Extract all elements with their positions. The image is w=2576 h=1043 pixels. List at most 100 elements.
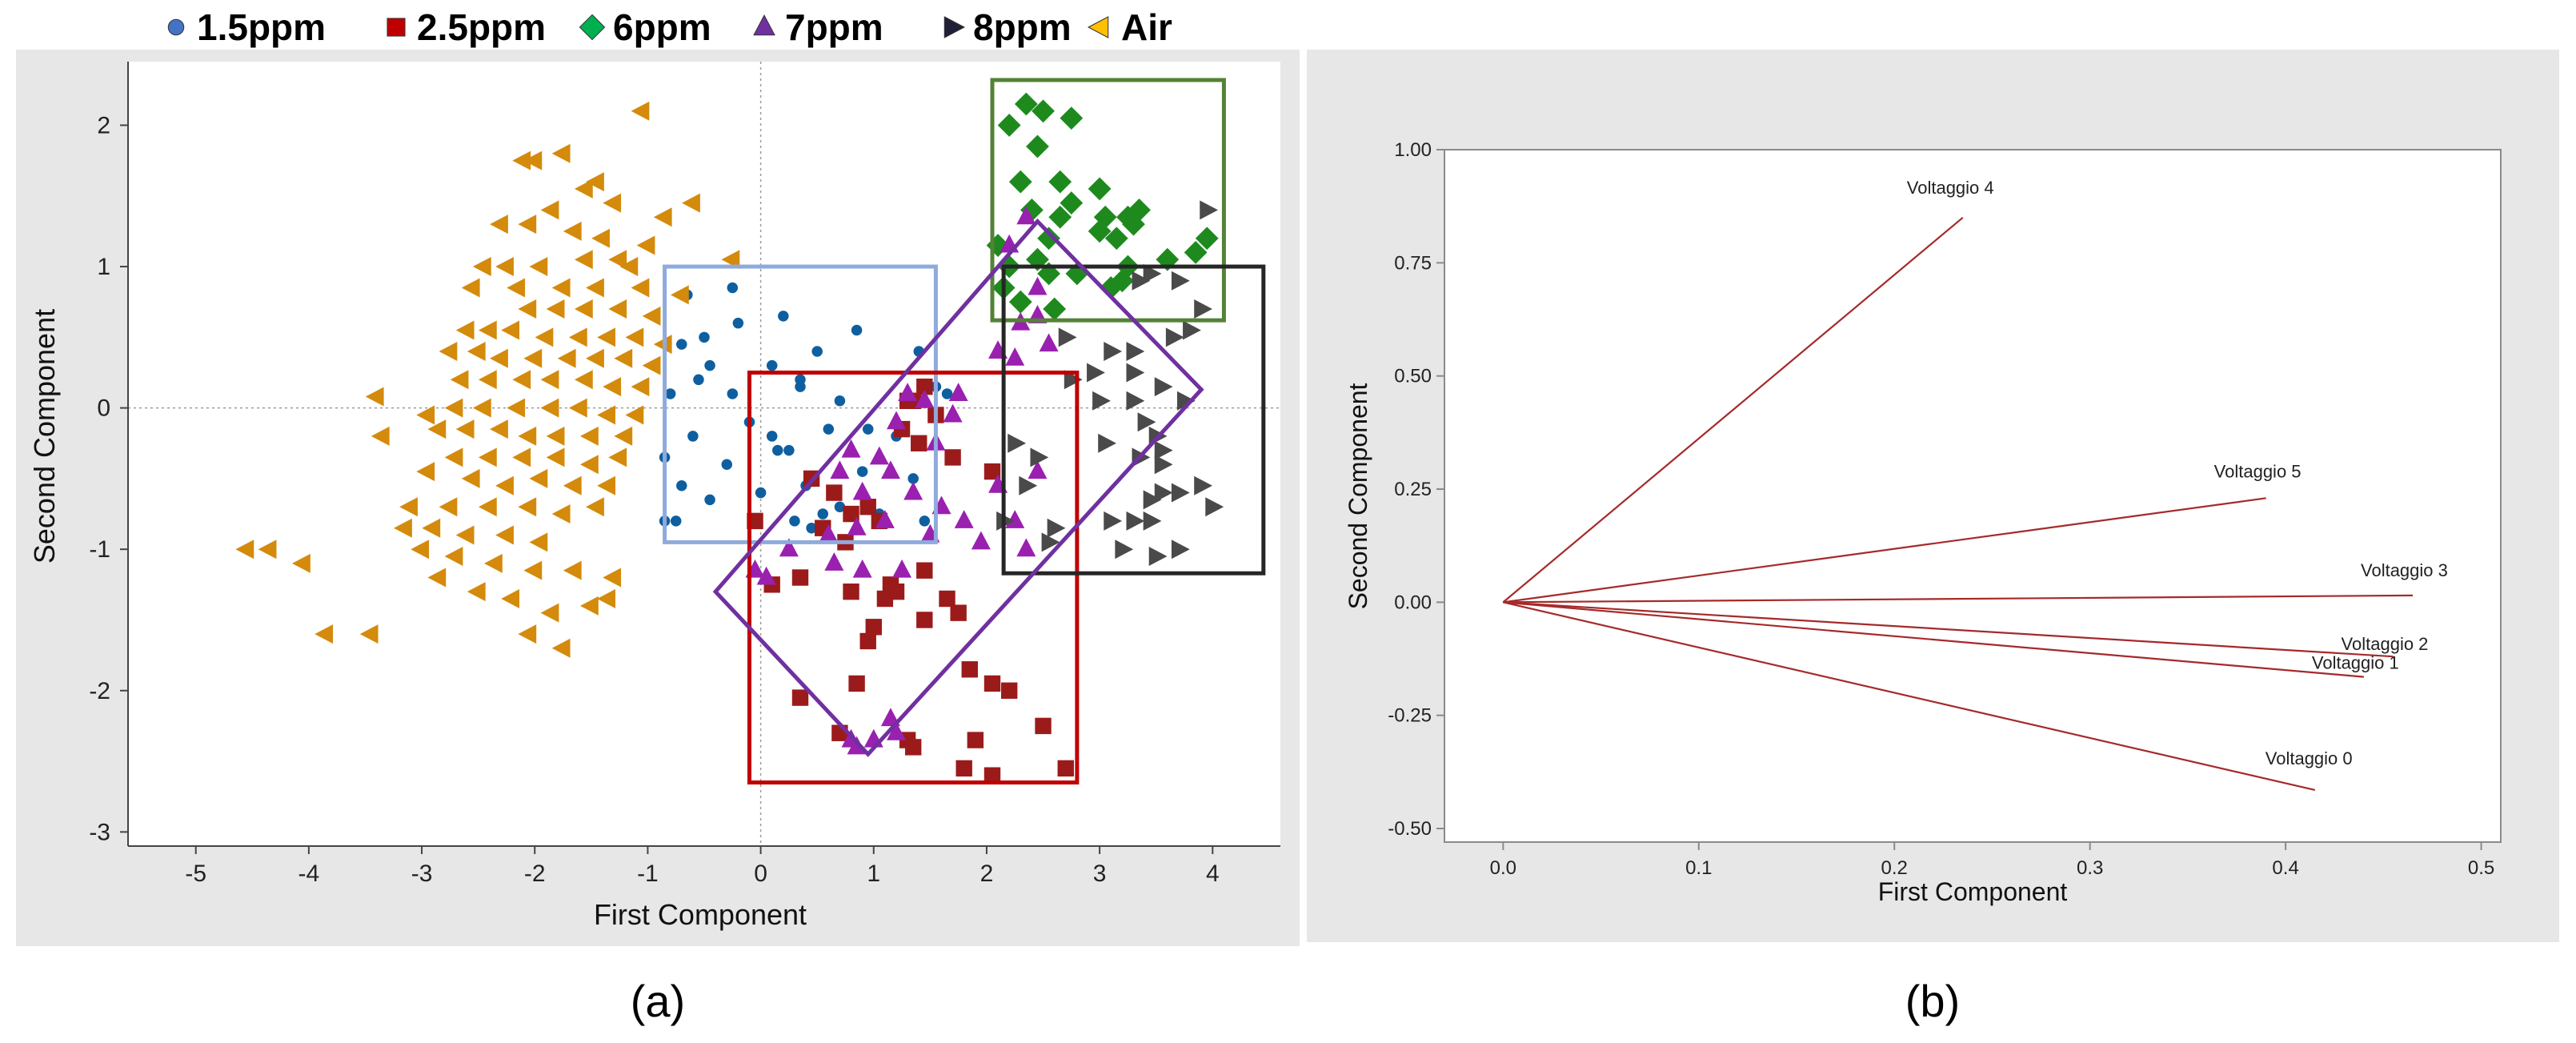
point-air xyxy=(450,370,469,390)
point-air xyxy=(608,447,627,467)
panel-a-y-axis-label: Second Component xyxy=(28,309,61,564)
2.5ppm-box xyxy=(747,370,1080,785)
legend-label-1-5ppm: 1.5ppm xyxy=(197,6,326,48)
point-8ppm xyxy=(1154,377,1173,397)
point-8ppm xyxy=(1008,433,1027,453)
point-2-5ppm xyxy=(843,505,859,523)
point-7ppm xyxy=(1016,538,1036,557)
point-6ppm xyxy=(1156,247,1180,271)
point-8ppm xyxy=(1126,391,1145,411)
point-1-5ppm xyxy=(772,444,783,456)
point-1-5ppm xyxy=(676,479,687,491)
point-6ppm xyxy=(1116,205,1140,229)
point-7ppm xyxy=(875,510,895,528)
point-1-5ppm xyxy=(693,374,704,386)
point-8ppm xyxy=(1205,497,1224,517)
point-6ppm xyxy=(1104,227,1128,251)
point-6ppm xyxy=(1060,191,1084,215)
point-air xyxy=(625,327,644,347)
panel-a-y-tick-label: -1 xyxy=(89,536,110,563)
legend-marker-1-5ppm xyxy=(167,18,185,36)
point-1-5ppm xyxy=(670,515,682,527)
point-2-5ppm xyxy=(984,675,1001,692)
panel-a-x-axis-label: First Component xyxy=(594,898,807,931)
point-6ppm xyxy=(1093,205,1117,229)
point-air xyxy=(557,348,576,368)
panel-b-y-tick-label: -0.25 xyxy=(1388,705,1432,727)
point-7ppm xyxy=(1028,276,1048,295)
point-6ppm xyxy=(1008,170,1032,194)
point-air xyxy=(490,215,508,235)
point-7ppm xyxy=(887,411,906,430)
legend-label-6ppm: 6ppm xyxy=(613,6,711,48)
point-1-5ppm xyxy=(823,423,835,435)
panel-a-y-tick-label: 1 xyxy=(97,254,110,280)
point-2-5ppm xyxy=(791,689,809,706)
point-air xyxy=(546,299,565,319)
point-2-5ppm xyxy=(916,562,933,579)
panel-b-y-axis-label: Second Component xyxy=(1344,383,1372,609)
point-8ppm xyxy=(1047,518,1066,538)
point-air xyxy=(540,200,559,220)
point-6ppm xyxy=(1048,170,1072,194)
point-8ppm xyxy=(1115,540,1134,560)
panel-a-y-tick-label: -2 xyxy=(89,678,110,704)
panel-a-y-tick-label: -3 xyxy=(89,819,110,845)
panel-b: 0.0 0.1 0.2 0.3 0.4 0.5 -0.50 -0.25 0.00 0.25 0.50… xyxy=(1307,50,2559,942)
point-8ppm xyxy=(1171,540,1190,560)
point-air xyxy=(501,320,519,340)
point-2-5ppm xyxy=(859,632,876,650)
point-air xyxy=(574,179,593,199)
point-air xyxy=(597,405,615,425)
panel-a-y-tick-label: 0 xyxy=(97,395,110,422)
point-2-5ppm xyxy=(859,499,876,515)
point-air xyxy=(422,518,441,538)
point-1-5ppm xyxy=(664,388,676,399)
point-air xyxy=(614,348,633,368)
legend-marker-2-5ppm xyxy=(387,18,406,37)
panel-a-x-tick-label: 1 xyxy=(867,860,880,887)
vector-label-voltaggio-5: Voltaggio 5 xyxy=(2214,461,2302,481)
point-air xyxy=(551,504,571,524)
point-air xyxy=(467,582,486,602)
point-air xyxy=(535,327,554,347)
point-2-5ppm xyxy=(944,449,961,466)
point-air xyxy=(586,497,604,517)
point-air xyxy=(444,398,463,418)
point-air xyxy=(551,278,571,298)
point-2-5ppm xyxy=(967,732,984,748)
legend-label-8ppm: 8ppm xyxy=(973,6,1072,48)
point-2-5ppm xyxy=(904,739,922,756)
point-7ppm xyxy=(756,566,776,585)
panel-b-y-tick-label: 0.50 xyxy=(1394,366,1432,387)
point-air xyxy=(551,143,571,163)
point-7ppm xyxy=(819,524,839,543)
panel-b-y-tick-label: -0.50 xyxy=(1388,818,1432,840)
point-8ppm xyxy=(1104,511,1123,531)
point-7ppm xyxy=(887,721,906,740)
6ppm-box xyxy=(990,78,1226,323)
point-air xyxy=(416,405,435,425)
point-air xyxy=(546,426,565,446)
point-8ppm xyxy=(1126,363,1145,383)
point-air xyxy=(568,327,587,347)
point-air xyxy=(523,348,543,368)
point-7ppm xyxy=(892,559,912,578)
point-1-5ppm xyxy=(907,473,919,484)
vector-label-voltaggio-3: Voltaggio 3 xyxy=(2361,560,2448,580)
panel-a-x-tick-label: 4 xyxy=(1206,860,1220,887)
legend-label-air: Air xyxy=(1121,6,1172,48)
point-air xyxy=(439,497,458,517)
point-air xyxy=(495,475,514,495)
panel-b-vectors: Voltaggio 4 Voltaggio 5 Voltaggio 3 Voltagg… xyxy=(1502,178,2448,792)
point-8ppm xyxy=(1183,320,1201,340)
point-air xyxy=(529,468,548,488)
point-air xyxy=(314,624,334,644)
point-air xyxy=(472,257,491,277)
point-2-5ppm xyxy=(916,612,933,628)
panel-b-x-tick-label: 0.1 xyxy=(1685,857,1712,879)
point-air xyxy=(636,235,655,255)
point-air xyxy=(399,497,418,517)
point-air xyxy=(546,447,565,467)
point-6ppm xyxy=(1048,205,1072,229)
